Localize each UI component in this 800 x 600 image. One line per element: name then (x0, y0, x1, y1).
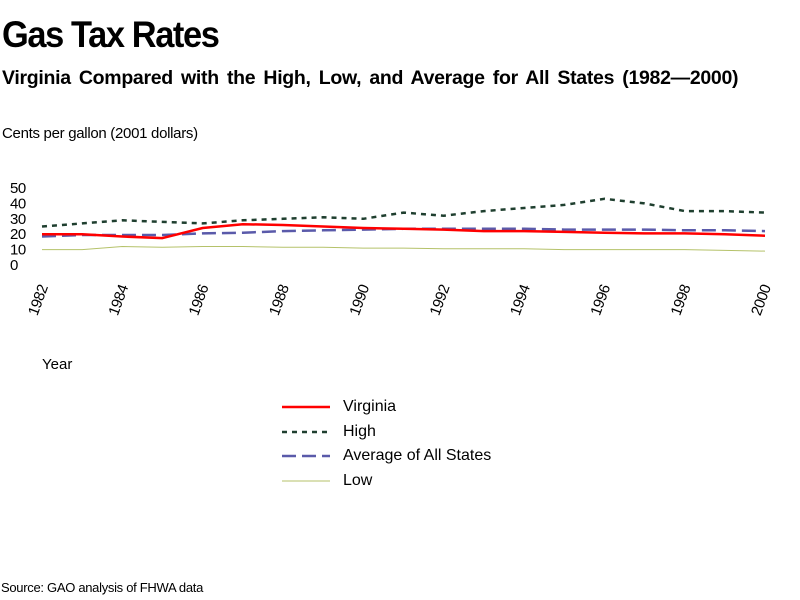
legend-swatch (282, 454, 330, 458)
x-tick-label: 1996 (587, 282, 614, 317)
y-axis-label: Cents per gallon (2001 dollars) (2, 125, 198, 142)
x-tick-label: 1994 (507, 282, 534, 317)
legend-swatch (282, 480, 330, 482)
x-tick-label: 1982 (25, 282, 52, 317)
y-tick-label: 0 (10, 257, 18, 274)
legend-label: Average of All States (343, 447, 492, 465)
x-tick-label: 1986 (186, 282, 213, 317)
x-tick-label: 1992 (427, 282, 454, 317)
series-line-virginia (42, 222, 766, 240)
series-lines (41, 197, 766, 252)
legend-label: High (343, 422, 376, 440)
x-tick-label: 2000 (748, 282, 775, 317)
legend-label: Low (343, 471, 373, 489)
x-tick-label: 1990 (346, 282, 373, 317)
y-tick-label: 10 (10, 242, 26, 259)
y-tick-label: 30 (10, 211, 26, 228)
legend-swatch (282, 430, 330, 433)
y-tick-label: 50 (10, 180, 26, 197)
x-axis-label: Year (42, 356, 73, 373)
legend-swatch (282, 405, 330, 409)
legend-label: Virginia (343, 398, 397, 415)
x-tick-label: 1998 (668, 282, 695, 317)
x-tick-label: 1984 (105, 282, 132, 317)
x-tick-label: 1988 (266, 282, 293, 317)
series-line-high (41, 197, 766, 228)
source-note: Source: GAO analysis of FHWA data (1, 580, 204, 595)
y-tick-label: 20 (10, 226, 26, 243)
chart-subtitle: Virginia Compared with the High, Low, an… (2, 67, 739, 89)
chart-title: Gas Tax Rates (2, 14, 220, 55)
x-tick-labels: 1982 1984 1986 1988 1990 1992 1994 1996 1998 2000 (25, 282, 775, 317)
series-line-low (42, 246, 766, 252)
y-tick-label: 40 (10, 195, 26, 212)
